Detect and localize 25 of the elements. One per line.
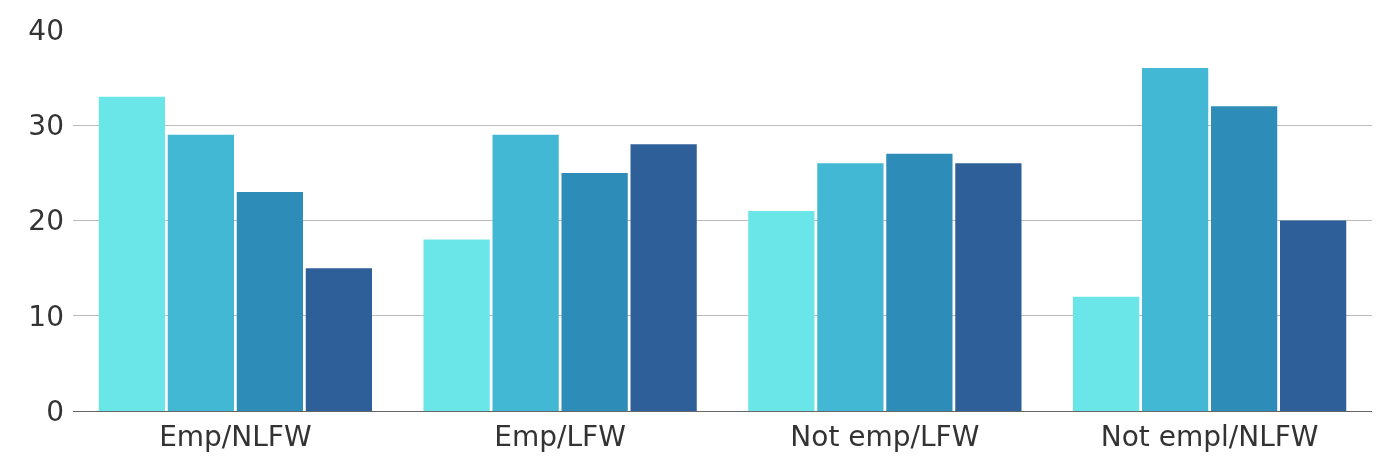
y-tick-label: 40 — [28, 13, 64, 47]
bar — [1211, 106, 1278, 411]
x-tick-label: Not emp/LFW — [790, 419, 980, 453]
x-tick-label: Emp/NLFW — [159, 419, 312, 453]
bar — [236, 191, 303, 411]
bar — [423, 239, 490, 411]
bar — [955, 163, 1022, 411]
x-tick-label: Emp/LFW — [494, 419, 626, 453]
bar — [886, 153, 953, 411]
bar — [561, 172, 628, 411]
bar — [817, 163, 884, 411]
bar — [630, 144, 697, 411]
bar — [167, 134, 234, 411]
bar — [492, 134, 559, 411]
bar — [98, 96, 165, 411]
bar — [1072, 296, 1140, 411]
x-tick-label: Not empl/NLFW — [1100, 419, 1319, 453]
y-tick-label: 0 — [46, 394, 64, 428]
bar — [1280, 220, 1347, 411]
bar — [305, 268, 373, 411]
bar — [1142, 68, 1209, 411]
y-tick-label: 10 — [28, 299, 64, 333]
y-tick-label: 30 — [28, 109, 64, 143]
bar — [748, 210, 815, 411]
y-tick-label: 20 — [28, 204, 64, 238]
